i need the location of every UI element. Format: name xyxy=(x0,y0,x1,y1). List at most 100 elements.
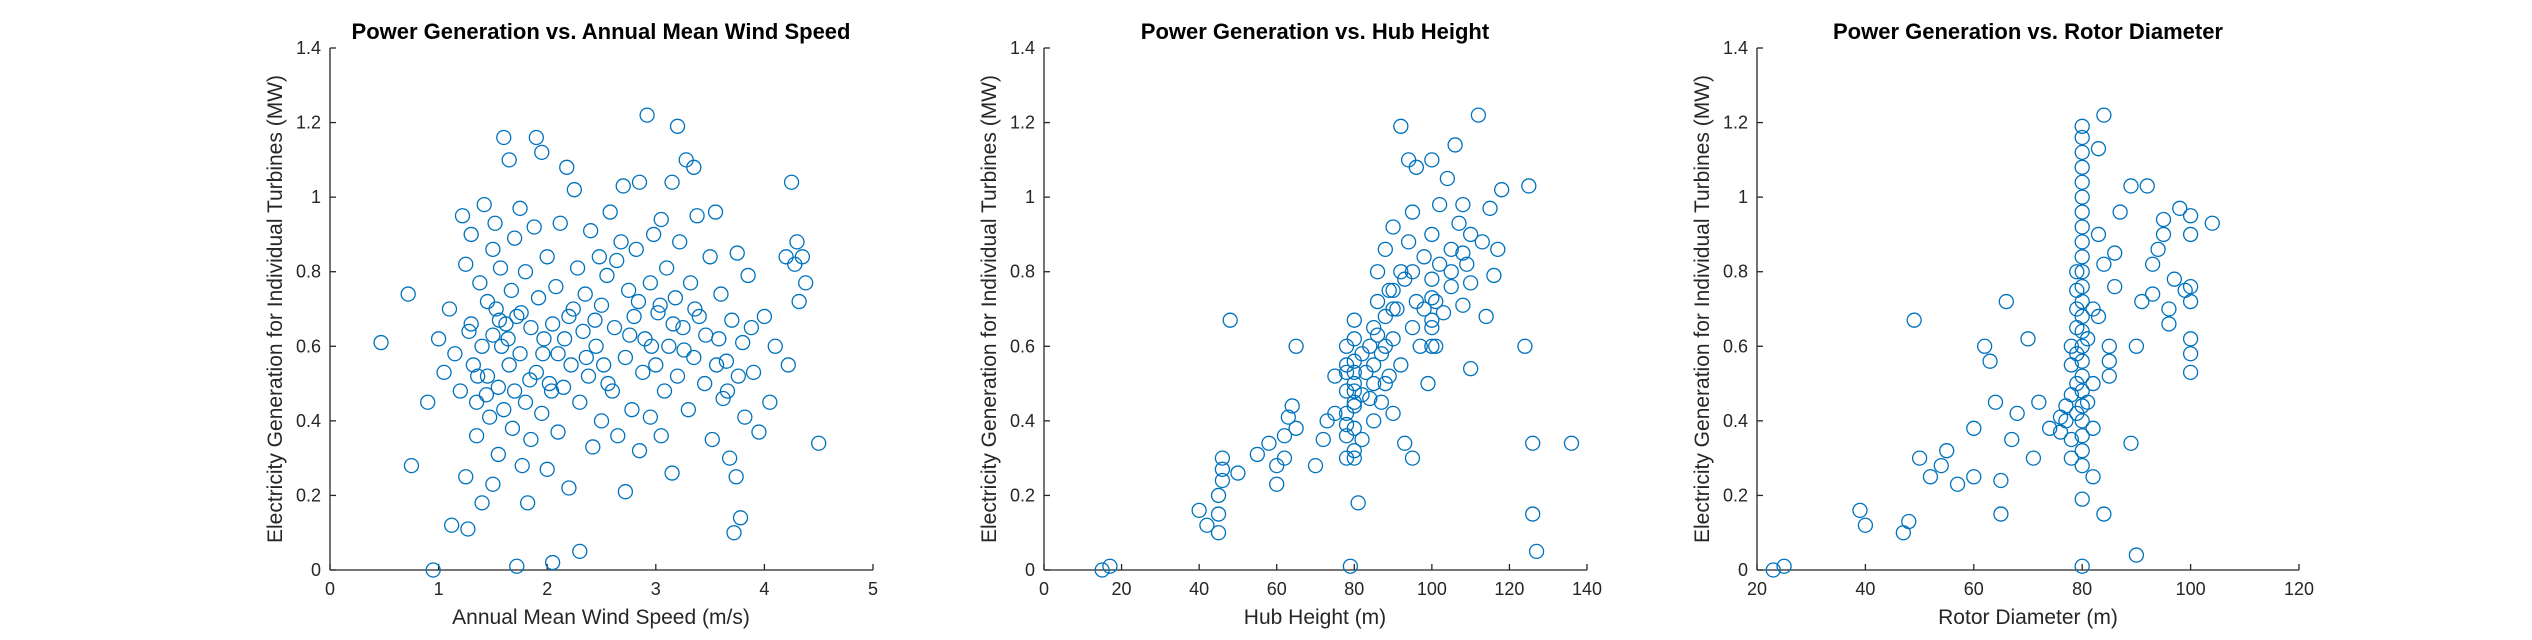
y-tick-label: 0 xyxy=(311,560,321,580)
scatter-point xyxy=(1462,226,1479,243)
scatter-point xyxy=(661,338,677,354)
scatter-point xyxy=(730,368,746,384)
scatter-point xyxy=(621,282,637,299)
scatter-point xyxy=(1517,338,1533,354)
scatter-point xyxy=(561,308,577,325)
scatter-point xyxy=(509,558,525,574)
scatter-point xyxy=(517,394,534,410)
scatter-point xyxy=(1366,413,1382,429)
scatter-point xyxy=(1404,450,1421,466)
scatter-point xyxy=(1346,398,1362,414)
scatter-point xyxy=(474,338,490,354)
scatter-point xyxy=(1346,450,1362,466)
x-tick-label: 80 xyxy=(2072,579,2092,599)
scatter-point xyxy=(2074,144,2090,161)
scatter-point xyxy=(2166,271,2182,287)
scatter-point xyxy=(1447,137,1463,153)
scatter-point xyxy=(2085,420,2101,436)
scatter-point xyxy=(563,357,579,373)
scatter-point xyxy=(669,118,686,134)
scatter-point xyxy=(609,252,625,269)
scatter-point xyxy=(1424,271,1440,287)
scatter-point xyxy=(468,394,485,410)
scatter-point xyxy=(1362,390,1378,407)
scatter-point xyxy=(599,267,615,284)
scatter-point xyxy=(544,316,561,332)
scatter-point xyxy=(672,234,688,250)
scatter-point xyxy=(624,402,640,418)
scatter-point xyxy=(645,226,662,243)
x-tick-label: 2 xyxy=(542,579,552,599)
scatter-point xyxy=(1269,457,1285,474)
scatter-point xyxy=(743,319,760,336)
scatter-point xyxy=(1911,450,1928,466)
scatter-point xyxy=(675,319,691,336)
scatter-point xyxy=(400,286,416,302)
x-tick-label: 4 xyxy=(759,579,769,599)
scatter-point xyxy=(479,293,496,310)
scatter-point xyxy=(1478,308,1494,325)
scatter-point xyxy=(665,316,681,332)
y-axis-label: Electricity Generation for Individual Tu… xyxy=(264,75,287,543)
scatter-point xyxy=(460,521,476,537)
scatter-point xyxy=(1486,267,1502,284)
scatter-point xyxy=(2020,331,2036,347)
scatter-point xyxy=(2025,450,2042,466)
scatter-point xyxy=(1424,226,1440,243)
scatter-point xyxy=(561,480,577,496)
scatter-point xyxy=(478,387,495,403)
scatter-point xyxy=(2139,178,2155,194)
scatter-point xyxy=(1269,476,1285,492)
scatter-point xyxy=(1404,204,1421,220)
scatter-point xyxy=(767,338,783,354)
chart-title: Power Generation vs. Hub Height xyxy=(1141,19,1490,44)
scatter-point xyxy=(2172,200,2188,216)
scatter-point xyxy=(1288,338,1304,354)
scatter-point xyxy=(548,278,564,295)
scatter-point xyxy=(1966,469,1982,485)
scatter-point xyxy=(550,424,566,440)
scatter-point xyxy=(711,331,727,347)
scatter-point xyxy=(2145,286,2161,302)
scatter-point xyxy=(2074,234,2090,250)
scatter-point xyxy=(1455,245,1471,261)
scatter-point xyxy=(461,323,477,340)
scatter-point xyxy=(1404,264,1421,280)
y-tick-label: 0.8 xyxy=(1723,262,1748,282)
scatter-point xyxy=(702,249,718,265)
scatter-point xyxy=(664,174,680,190)
scatter-point xyxy=(1949,476,1966,492)
scatter-point xyxy=(1373,346,1390,362)
scatter-point xyxy=(2182,364,2199,381)
scatter-point xyxy=(1338,338,1355,354)
scatter-point xyxy=(1261,435,1277,451)
y-tick-label: 0.4 xyxy=(1723,411,1748,431)
scatter-point xyxy=(425,562,441,578)
scatter-point xyxy=(648,357,664,373)
scatter-point xyxy=(2069,346,2085,362)
scatter-point xyxy=(811,435,827,451)
scatter-point xyxy=(2123,435,2139,451)
scatter-point xyxy=(2074,558,2090,574)
scatter-point xyxy=(2204,215,2220,231)
scatter-point xyxy=(787,256,803,272)
scatter-point xyxy=(2074,159,2090,175)
scatter-point xyxy=(2074,308,2090,325)
scatter-point xyxy=(578,349,594,366)
scatter-point xyxy=(1342,558,1359,574)
y-tick-label: 0.6 xyxy=(1010,336,1035,356)
scatter-point xyxy=(500,331,516,347)
scatter-point xyxy=(488,301,504,317)
scatter-point xyxy=(1222,312,1238,328)
scatter-point xyxy=(1210,487,1227,504)
scatter-point xyxy=(1431,196,1448,213)
scatter-point xyxy=(704,431,720,448)
scatter-point xyxy=(544,554,561,571)
scatter-point xyxy=(1346,312,1362,328)
scatter-point xyxy=(1354,346,1370,362)
scatter-point xyxy=(617,484,634,500)
scatter-point xyxy=(676,342,692,358)
x-tick-label: 60 xyxy=(1964,579,1984,599)
scatter-point xyxy=(1377,375,1393,392)
scatter-point xyxy=(1354,431,1370,448)
